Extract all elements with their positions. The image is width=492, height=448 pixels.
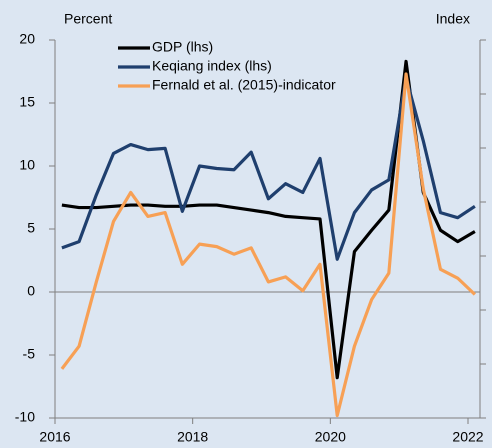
series-line	[60, 72, 476, 418]
series-line	[61, 76, 476, 261]
y-tick-label: 20	[19, 31, 35, 47]
y-tick-label: -5	[23, 346, 36, 362]
legend-label: GDP (lhs)	[152, 39, 213, 55]
y-tick-label: 15	[19, 94, 35, 110]
y-tick-label: 5	[27, 220, 35, 236]
x-tick-label: 2022	[452, 429, 483, 445]
y-tick-label: 0	[27, 283, 35, 299]
y-tick-label: 10	[19, 157, 35, 173]
x-tick-label: 2018	[177, 429, 208, 445]
x-tick-label: 2020	[315, 429, 346, 445]
series-line	[61, 59, 476, 380]
y-tick-label: -10	[15, 409, 35, 425]
x-tick-label: 2016	[39, 429, 70, 445]
y-axis-label: Percent	[64, 11, 112, 27]
y2-axis-label: Index	[436, 11, 470, 27]
legend-label: Keqiang index (lhs)	[152, 58, 272, 74]
right-ticks	[480, 39, 486, 419]
legend-label: Fernald et al. (2015)-indicator	[152, 77, 336, 93]
